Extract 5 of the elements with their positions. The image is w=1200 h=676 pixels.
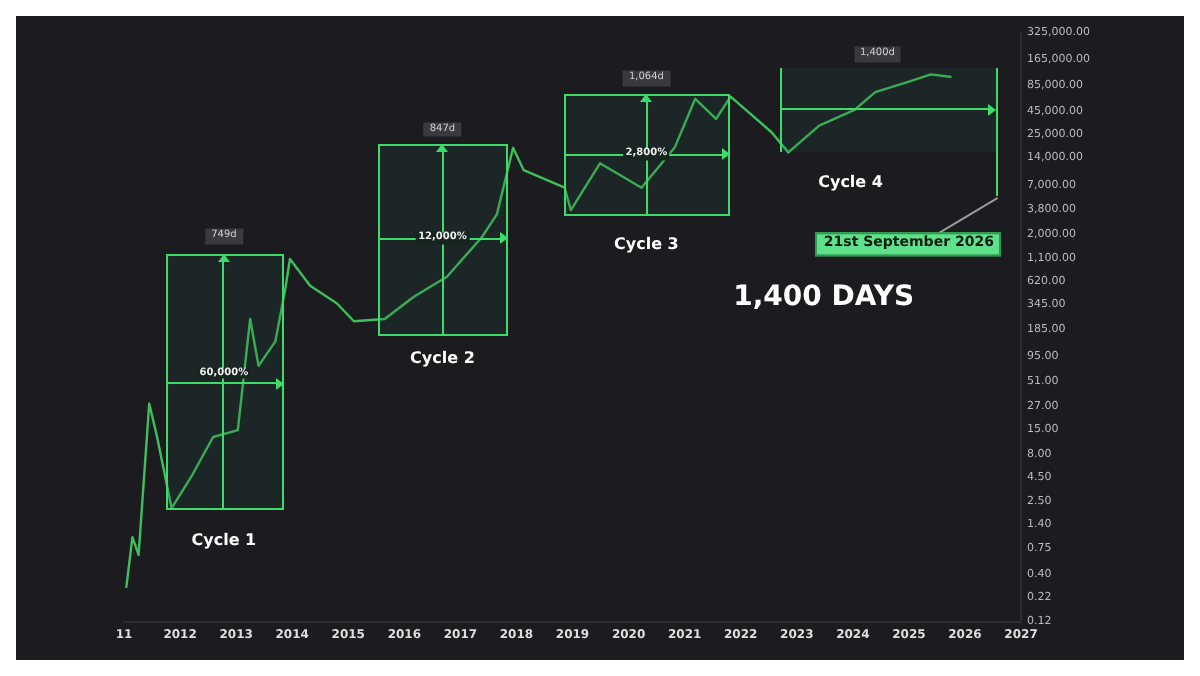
- annotation: Cycle 3: [614, 234, 679, 255]
- annotation: Cycle 1: [191, 530, 257, 551]
- annotation: Cycle 4: [818, 172, 883, 193]
- annotation: Cycle 2: [410, 350, 475, 370]
- annotation: 1,400 DAYS: [733, 279, 915, 313]
